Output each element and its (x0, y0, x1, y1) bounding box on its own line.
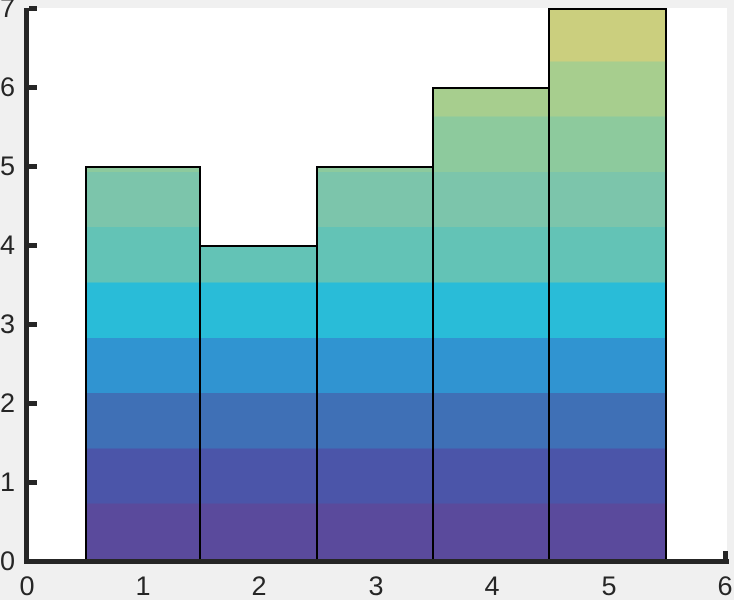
bar-x4 (432, 87, 550, 561)
y-tick-mark (29, 164, 37, 169)
x-tick-label: 4 (484, 571, 500, 600)
y-tick-label: 6 (0, 72, 15, 102)
y-tick-mark (29, 480, 37, 485)
x-tick-mark (723, 551, 728, 559)
y-axis-line (24, 8, 29, 564)
x-tick-label: 1 (135, 571, 151, 600)
y-tick-label: 0 (0, 546, 15, 576)
y-tick-mark (29, 85, 37, 90)
y-tick-label: 5 (0, 151, 15, 181)
x-tick-label: 6 (717, 571, 733, 600)
y-tick-label: 2 (0, 388, 15, 418)
bar-x3 (316, 166, 434, 561)
x-tick-label: 0 (19, 571, 35, 600)
bar-x2 (199, 245, 318, 561)
y-tick-label: 3 (0, 309, 15, 339)
x-tick-label: 3 (368, 571, 384, 600)
y-tick-label: 1 (0, 467, 15, 497)
x-tick-label: 2 (251, 571, 267, 600)
y-tick-mark (29, 6, 37, 11)
bar-x5 (548, 8, 667, 561)
x-tick-label: 5 (601, 571, 617, 600)
y-tick-mark (29, 401, 37, 406)
bar-x1 (85, 166, 201, 561)
y-tick-mark (29, 243, 37, 248)
y-tick-label: 4 (0, 230, 15, 260)
x-axis-line (24, 559, 729, 564)
y-tick-mark (29, 322, 37, 327)
y-tick-label: 7 (0, 0, 15, 23)
